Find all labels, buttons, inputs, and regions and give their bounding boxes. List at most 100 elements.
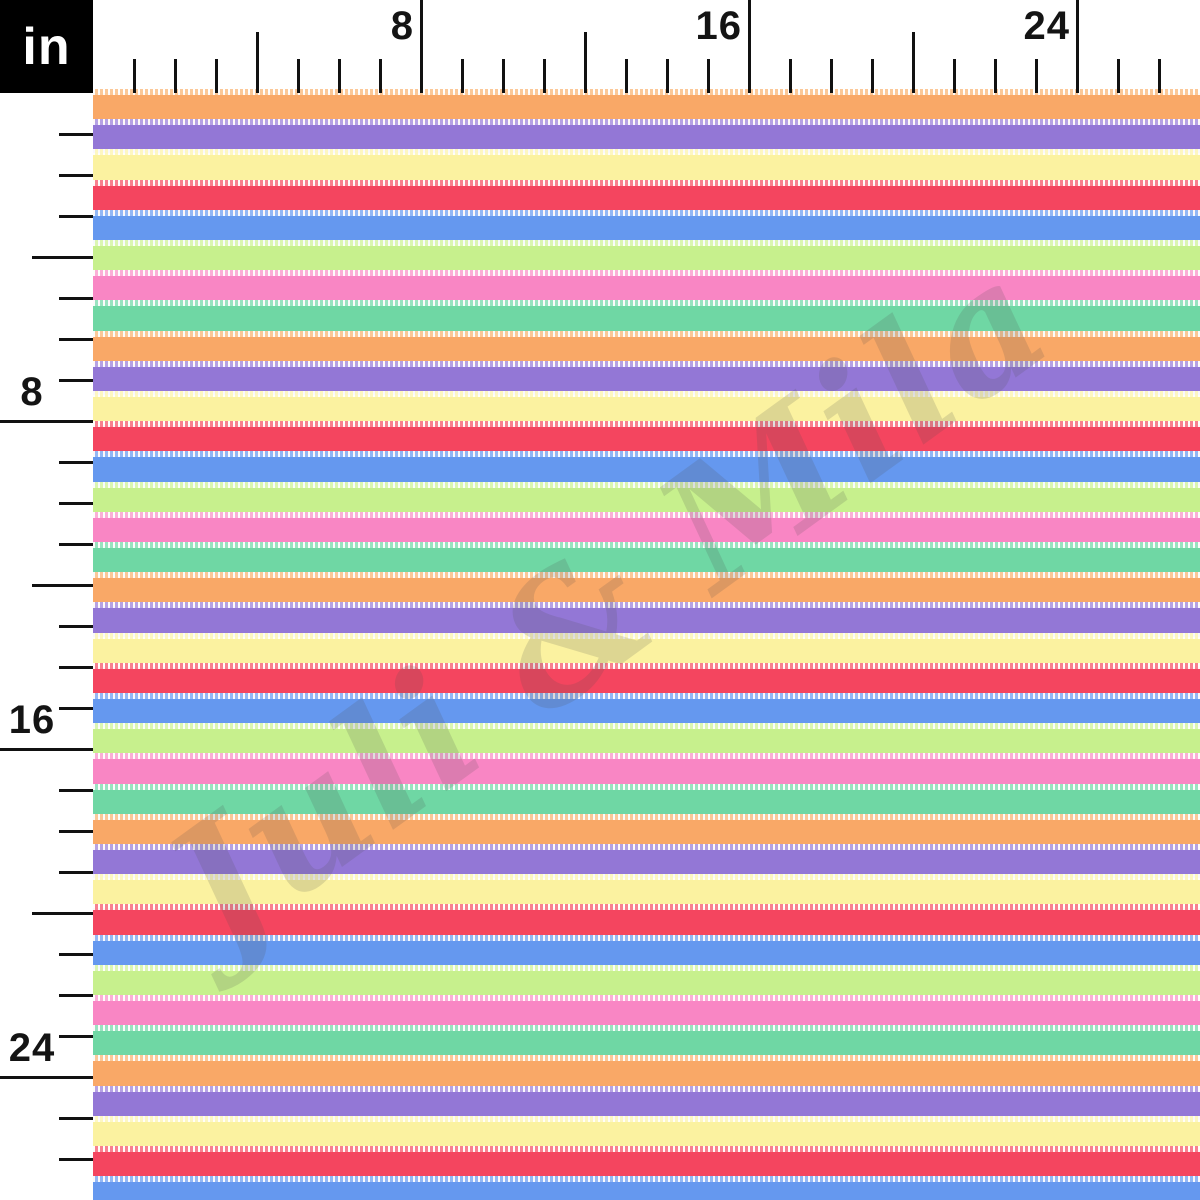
ruler-tick-minor [59, 952, 93, 956]
ruler-label: 16 [8, 698, 56, 742]
stripe-yellow [93, 874, 1200, 909]
ruler-vertical: 8 16 24 [0, 0, 93, 1200]
unit-label: in [22, 17, 71, 76]
ruler-tick-minor [993, 59, 997, 93]
ruler-tick-minor [214, 59, 218, 93]
stripe-mint [93, 783, 1200, 818]
ruler-tick-medium [583, 32, 587, 93]
ruler-tick-minor [829, 59, 833, 93]
ruler-tick-minor [59, 624, 93, 628]
ruler-tick-medium [32, 583, 93, 587]
ruler-tick-major [0, 1075, 93, 1079]
ruler-label: 8 [390, 4, 414, 48]
ruler-tick-minor [1116, 59, 1120, 93]
stripe-mint [93, 1025, 1200, 1060]
stripe-green [93, 481, 1200, 516]
ruler-tick-minor [59, 993, 93, 997]
stripe-mint [93, 541, 1200, 577]
ruler-tick-minor [542, 59, 546, 93]
ruler-label: 24 [1023, 4, 1070, 48]
ruler-tick-minor [59, 501, 93, 505]
ruler-tick-medium [32, 255, 93, 259]
stripe-pink [93, 753, 1200, 788]
ruler-tick-minor [59, 870, 93, 874]
ruler-tick-minor [59, 214, 93, 218]
ruler-tick-minor [59, 378, 93, 382]
stripe-blue [93, 1176, 1200, 1200]
ruler-tick-minor [337, 59, 341, 93]
ruler-tick-minor [59, 460, 93, 464]
stripe-orange [93, 813, 1200, 848]
stripe-purple [93, 602, 1200, 637]
stripe-orange [93, 330, 1200, 365]
stripe-mint [93, 300, 1200, 335]
stripe-yellow [93, 1115, 1200, 1150]
stripe-pink [93, 994, 1200, 1030]
ruler-label: 24 [8, 1026, 56, 1070]
ruler-tick-major [1075, 0, 1079, 93]
stripe-green [93, 239, 1200, 275]
stripe-orange [93, 572, 1200, 607]
stripe-red [93, 904, 1200, 939]
stripe-red [93, 421, 1200, 456]
stripe-pattern [93, 88, 1200, 1200]
ruler-tick-medium [255, 32, 259, 93]
ruler-tick-medium [911, 32, 915, 93]
ruler-tick-minor [1157, 59, 1161, 93]
ruler-tick-minor [501, 59, 505, 93]
ruler-tick-minor [706, 59, 710, 93]
ruler-tick-minor [59, 665, 93, 669]
stripe-green [93, 723, 1200, 758]
ruler-tick-minor [952, 59, 956, 93]
ruler-tick-minor [788, 59, 792, 93]
ruler-tick-minor [59, 1157, 93, 1161]
ruler-tick-minor [59, 337, 93, 341]
ruler-tick-minor [173, 59, 177, 93]
stripe-purple [93, 843, 1200, 879]
stripe-yellow [93, 632, 1200, 667]
ruler-horizontal: 8 16 24 [0, 0, 1200, 93]
ruler-tick-minor [59, 132, 93, 136]
stripe-blue [93, 451, 1200, 486]
ruler-tick-minor [870, 59, 874, 93]
ruler-tick-minor [59, 788, 93, 792]
ruler-tick-minor [59, 173, 93, 177]
stripe-blue [93, 934, 1200, 969]
ruler-tick-minor [59, 1034, 93, 1038]
ruler-label: 8 [20, 370, 44, 414]
ruler-label: 16 [695, 4, 742, 48]
ruler-tick-minor [624, 59, 628, 93]
ruler-tick-minor [59, 542, 93, 546]
unit-badge: in [0, 0, 93, 93]
ruler-tick-minor [132, 59, 136, 93]
stripe-yellow [93, 390, 1200, 426]
ruler-tick-minor [59, 1116, 93, 1120]
stripe-red [93, 662, 1200, 697]
ruler-tick-minor [378, 59, 382, 93]
ruler-tick-minor [460, 59, 464, 93]
stripe-yellow [93, 149, 1200, 184]
ruler-tick-major [0, 419, 93, 423]
stripe-blue [93, 692, 1200, 728]
ruler-tick-minor [1034, 59, 1038, 93]
stripe-green [93, 964, 1200, 999]
ruler-tick-minor [59, 706, 93, 710]
stripe-red [93, 1145, 1200, 1181]
stripe-red [93, 179, 1200, 214]
stripe-blue [93, 209, 1200, 244]
stripe-purple [93, 119, 1200, 154]
ruler-tick-medium [32, 911, 93, 915]
ruler-tick-major [747, 0, 751, 93]
ruler-tick-major [419, 0, 423, 93]
ruler-tick-minor [665, 59, 669, 93]
stripe-purple [93, 1085, 1200, 1120]
ruler-tick-major [0, 747, 93, 751]
stripe-orange [93, 88, 1200, 124]
ruler-tick-minor [59, 829, 93, 833]
stripe-pink [93, 270, 1200, 305]
stripe-purple [93, 360, 1200, 395]
ruler-tick-minor [296, 59, 300, 93]
stripe-pink [93, 511, 1200, 546]
stripe-orange [93, 1055, 1200, 1090]
